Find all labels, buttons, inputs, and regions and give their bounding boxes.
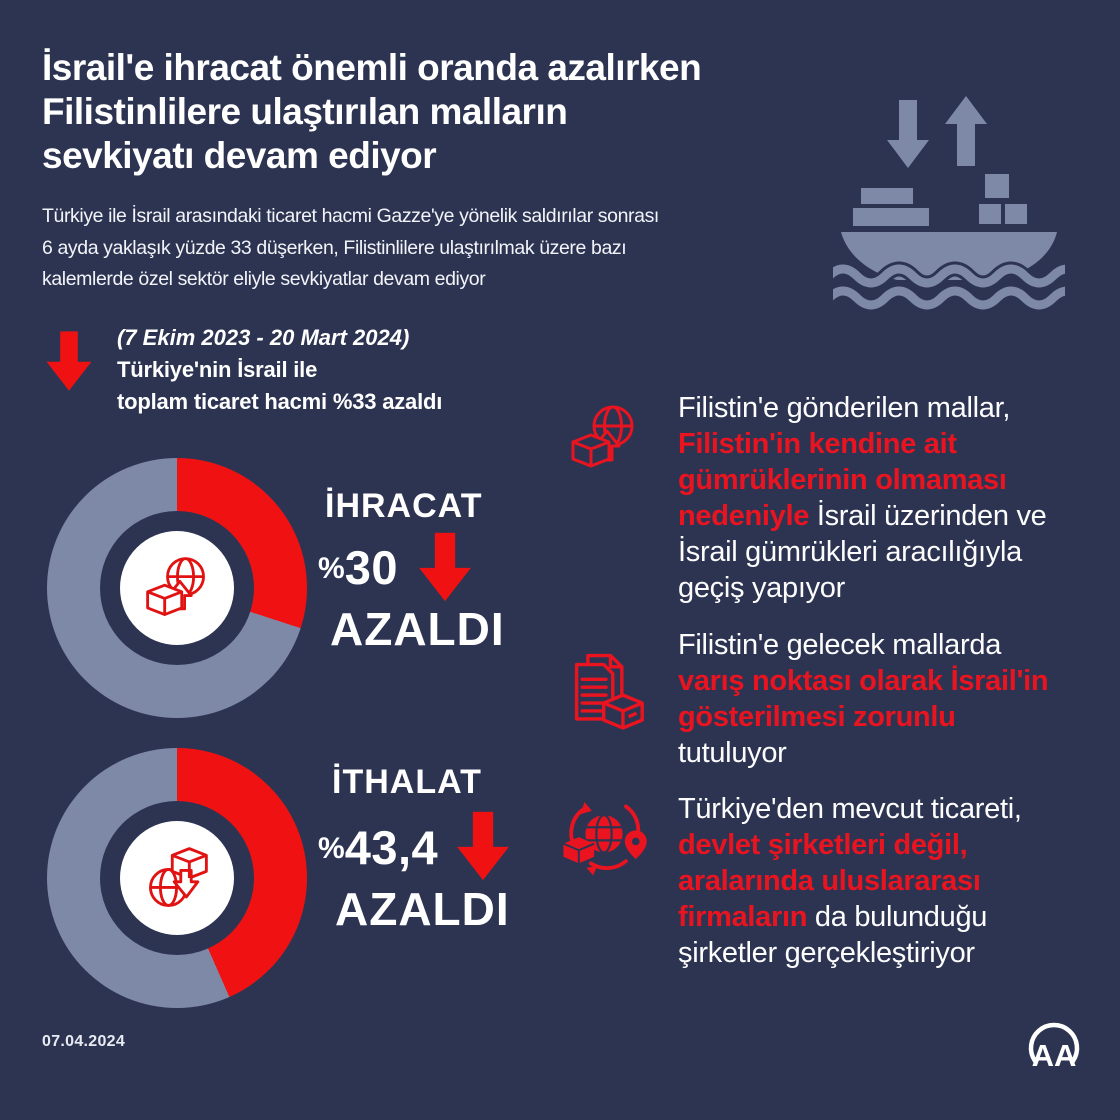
subtitle-line-1: Türkiye ile İsrail arasındaki ticaret ha… — [42, 205, 659, 227]
import-globe-box-down-arrow-icon — [149, 847, 208, 907]
percent-sign: % — [318, 832, 345, 865]
fact-line: Filistin'in kendine ait — [678, 428, 957, 460]
exports-percent: %30 — [318, 540, 398, 595]
fact-line: firmaların da bulunduğu — [678, 901, 988, 933]
donut-center — [120, 531, 234, 645]
fact-line: şirketler gerçekleştiriyor — [678, 937, 975, 969]
highlight-period: (7 Ekim 2023 - 20 Mart 2024) — [117, 325, 410, 350]
red-down-arrow-icon — [419, 532, 471, 602]
donut-center — [120, 821, 234, 935]
export-globe-box-up-arrow-icon — [146, 557, 205, 616]
fact-line: Türkiye'den mevcut ticareti, — [678, 793, 1022, 825]
red-down-arrow-icon — [457, 811, 509, 881]
fact-text: Türkiye'den mevcut ticareti, devlet şirke… — [678, 791, 1022, 971]
exports-label: İHRACAT — [325, 487, 483, 525]
exports-action: AZALDI — [330, 603, 505, 655]
fact-line: varış noktası olarak İsrail'in — [678, 665, 1049, 697]
subtitle: Türkiye ile İsrail arasındaki ticaret ha… — [42, 201, 659, 296]
logo-letters: AA — [1032, 1038, 1077, 1073]
fact-line: geçiş yapıyor — [678, 572, 845, 604]
red-down-arrow-icon — [46, 331, 92, 391]
imports-percent: %43,4 — [318, 820, 438, 875]
fact-line: Filistin'e gelecek mallarda — [678, 629, 1002, 661]
subtitle-line-3: kalemlerde özel sektör eliyle sevkiyatla… — [42, 268, 486, 290]
cargo-ship-up-down-arrows-icon — [833, 96, 1065, 313]
donut-hole — [100, 801, 254, 955]
fact-line: İsrail gümrükleri aracılığıyla — [678, 536, 1022, 568]
fact-line: aralarında uluslararası — [678, 865, 981, 897]
fact-line: gösterilmesi zorunlu — [678, 701, 956, 733]
fact-text: Filistin'e gönderilen mallar, Filistin'in… — [678, 390, 1047, 606]
subtitle-line-2: 6 ayda yaklaşık yüzde 33 düşerken, Filis… — [42, 236, 627, 259]
title-line-1: İsrail'e ihracat önemli oranda azalırken — [42, 47, 702, 88]
exports-percent-value: 30 — [344, 541, 398, 594]
fact-line: devlet şirketleri değil, — [678, 829, 968, 861]
publish-date: 07.04.2024 — [42, 1033, 126, 1050]
imports-label: İTHALAT — [332, 763, 482, 801]
documents-and-box-icon — [574, 653, 644, 730]
donut-hole — [100, 511, 254, 665]
highlight-text-line-2: toplam ticaret hacmi %33 azaldı — [117, 389, 443, 414]
exports-donut-chart — [47, 458, 307, 718]
fact-line: Filistin'e gönderilen mallar, — [678, 392, 1011, 424]
page-title: İsrail'e ihracat önemli oranda azalırken… — [42, 46, 702, 178]
title-line-3: sevkiyatı devam ediyor — [42, 135, 437, 176]
fact-line: nedeniyle İsrail üzerinden ve — [678, 500, 1047, 532]
global-distribution-globe-box-pin-icon — [563, 802, 647, 876]
fact-line: gümrüklerinin olmaması — [678, 464, 1007, 496]
percent-sign: % — [318, 552, 345, 585]
imports-action: AZALDI — [335, 883, 510, 935]
anadolu-agency-logo: AA — [1028, 1022, 1080, 1073]
imports-donut-chart — [47, 748, 307, 1008]
fact-line: tutuluyor — [678, 737, 787, 769]
fact-text: Filistin'e gelecek mallarda varış noktası… — [678, 627, 1049, 771]
imports-percent-value: 43,4 — [344, 821, 439, 874]
export-globe-box-up-arrow-icon — [571, 405, 634, 468]
title-line-2: Filistinlilere ulaştırılan malların — [42, 91, 568, 132]
highlight-text-line-1: Türkiye'nin İsrail ile — [117, 357, 318, 382]
